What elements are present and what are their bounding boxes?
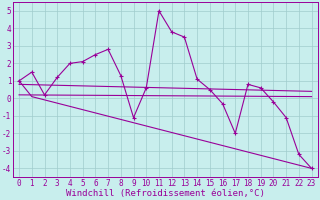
X-axis label: Windchill (Refroidissement éolien,°C): Windchill (Refroidissement éolien,°C) <box>66 189 265 198</box>
